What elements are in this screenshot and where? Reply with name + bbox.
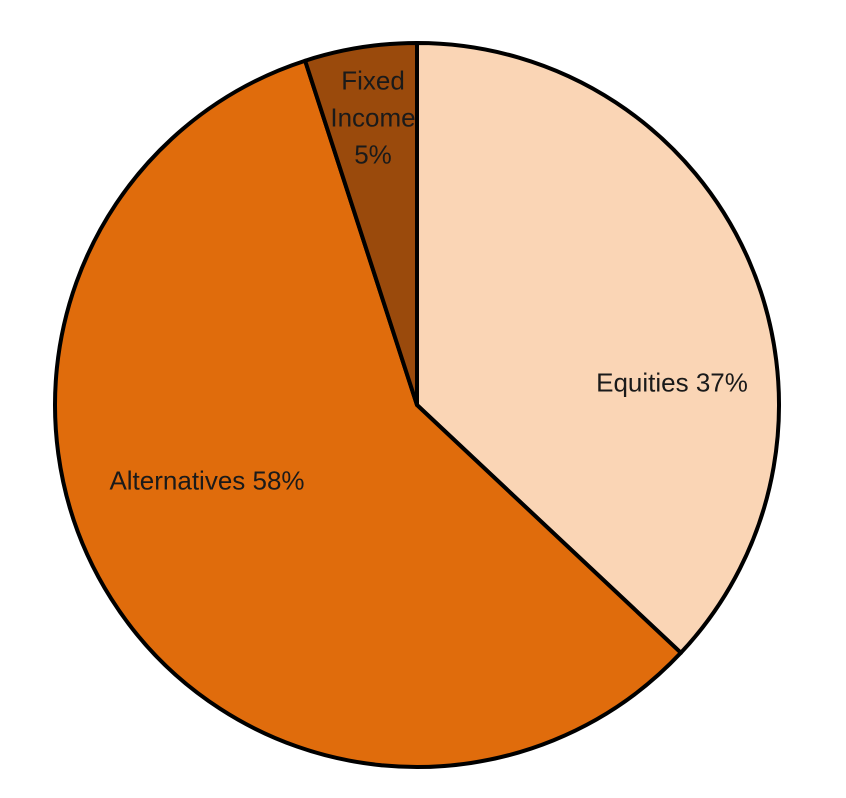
pie-slice (415, 41, 781, 655)
slice-category: Fixed Income (330, 65, 416, 133)
slice-label: Equities 37% (596, 365, 748, 402)
slice-value: 5% (354, 139, 392, 170)
slice-label: Fixed Income 5% (323, 63, 423, 174)
pie-slice (53, 58, 683, 769)
slice-category: Equities (596, 367, 689, 398)
pie-slice (303, 41, 419, 407)
slice-label: Alternatives 58% (109, 463, 304, 500)
slice-value: 58% (252, 465, 305, 496)
slice-value: 37% (695, 367, 748, 398)
slice-category: Alternatives (109, 465, 246, 496)
